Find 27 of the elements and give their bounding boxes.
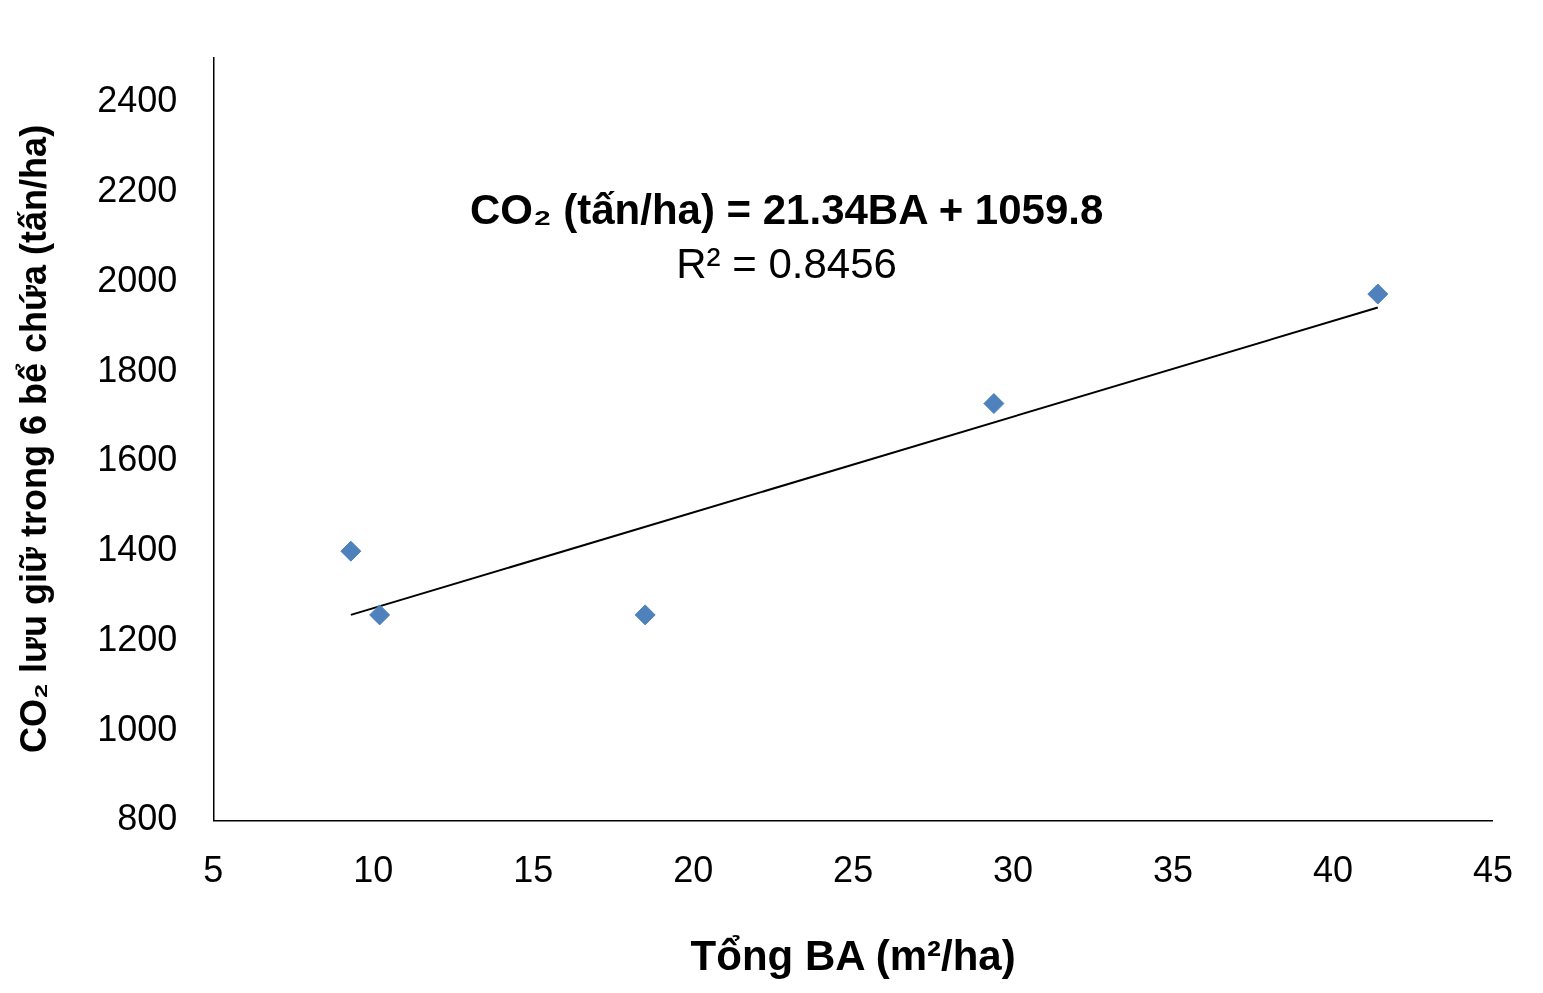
x-tick-label: 45 — [1472, 848, 1513, 890]
point — [340, 540, 362, 562]
y-tick-label: 2200 — [97, 169, 178, 211]
y-tick-label: 1400 — [97, 528, 178, 570]
x-tick-label: 20 — [673, 848, 714, 890]
x-tick-label: 40 — [1312, 848, 1354, 890]
y-tick-label: 2400 — [97, 79, 178, 121]
y-axis-title: CO₂ lưu giữ trong 6 bể chứa (tấn/ha) — [12, 124, 54, 754]
x-tick-label: 35 — [1153, 848, 1194, 890]
point — [369, 604, 391, 626]
x-tick-label: 30 — [993, 848, 1034, 890]
x-tick-label: 5 — [203, 848, 224, 890]
point — [634, 604, 656, 626]
point — [983, 393, 1005, 415]
y-tick-label: 2000 — [97, 258, 178, 300]
annotation: R² = 0.8456 — [676, 239, 897, 287]
x-tick-label: 10 — [353, 848, 394, 890]
y-tick-label: 1800 — [97, 348, 178, 390]
point — [1367, 283, 1389, 305]
y-tick-label: 1000 — [97, 707, 178, 749]
x-tick-label: 25 — [833, 848, 874, 890]
annotation: CO₂ (tấn/ha) = 21.34BA + 1059.8 — [469, 186, 1104, 234]
y-tick-label: 1600 — [97, 438, 178, 480]
x-axis-title: Tổng BA (m²/ha) — [690, 932, 1016, 980]
y-tick-label: 800 — [117, 797, 178, 839]
x-tick-label: 15 — [513, 848, 554, 890]
y-tick-label: 1200 — [97, 617, 178, 659]
